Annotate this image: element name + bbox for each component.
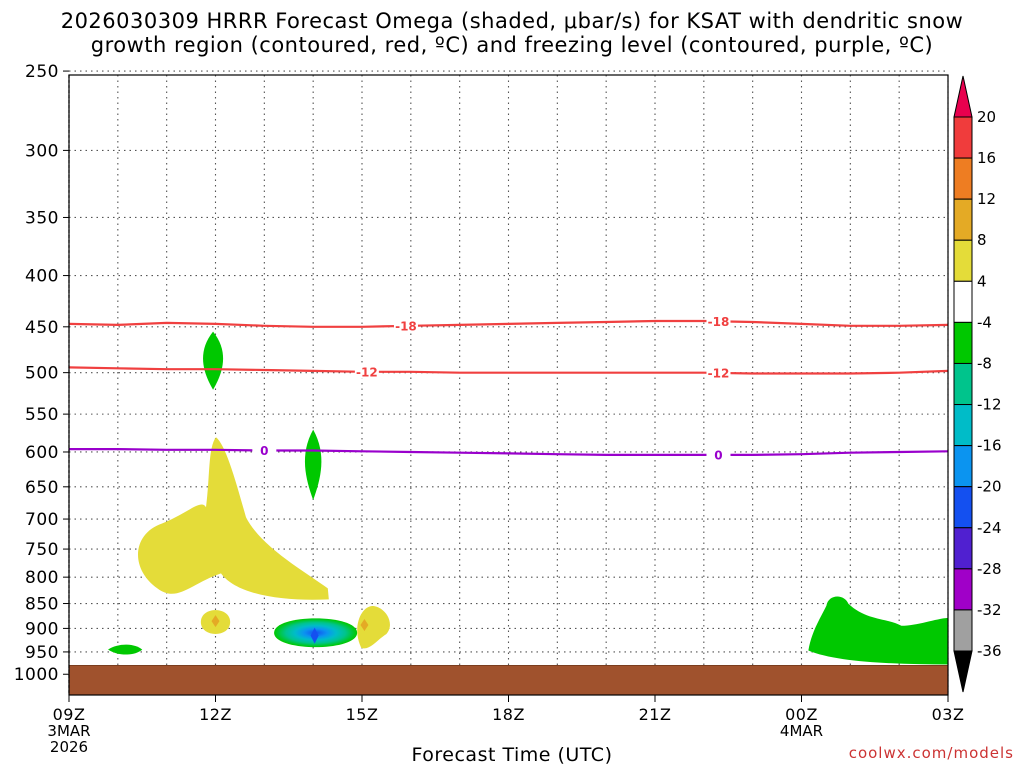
x-tick-label: 09Z [53,705,86,724]
colorbar-band [953,280,973,323]
chart-title-line-2: growth region (contoured, red, ºC) and f… [90,33,934,57]
contour-label: -18 [708,315,730,329]
y-tick-label: 300 [25,141,59,161]
contour-label-bg [706,365,731,380]
y-tick-label: 950 [25,643,59,663]
contour-label: -12 [356,365,378,379]
x-tick-date: 3MAR [47,722,90,740]
y-tick-label: 400 [25,267,59,287]
contour-lines: -18 -18 -12 -12 0 0 [69,314,948,462]
colorbar-band [953,404,973,447]
colorbar-label: 20 [977,108,996,126]
contour-line-0 [69,448,948,456]
y-tick-label: 900 [25,619,59,639]
contour-label-bg [706,314,731,329]
source-credit: coolwx.com/models [848,744,1014,762]
omega-rising-cell [357,605,390,649]
colorbar-label: -36 [977,642,1002,660]
colorbar-label: -32 [977,601,1002,619]
y-tick-label: 850 [25,595,59,615]
x-tick-label: 12Z [199,705,232,724]
contour-label: 0 [260,444,268,458]
colorbar-band [953,198,973,241]
contour-label-bg [354,364,379,379]
colorbar-label: -28 [977,560,1002,578]
terrain-fill [69,665,948,695]
plot-frame [68,74,949,696]
colorbar-label: 16 [977,149,996,167]
colorbar-band [953,321,973,364]
colorbar-label: -12 [977,396,1002,414]
chart-title-line-1: 2026030309 HRRR Forecast Omega (shaded, … [60,9,964,33]
y-tick-label: 650 [25,478,59,498]
x-tick-label: 03Z [932,705,965,724]
omega-shading [69,331,948,695]
colorbar-band [953,527,973,570]
colorbar-label: -4 [977,313,992,331]
colorbar-band [953,609,973,652]
y-tick-label: 550 [25,405,59,425]
x-tick-label: 21Z [639,705,672,724]
omega-sinking-cell [108,644,143,655]
contour-label-bg [706,447,731,462]
colorbar-label: -24 [977,519,1002,537]
omega-sinking-cell [203,331,224,390]
y-tick-label: 750 [25,540,59,560]
colorbar-label: 12 [977,190,996,208]
y-tick-label: 800 [25,568,59,588]
y-tick-label: 450 [25,318,59,338]
omega-sinking-cell [304,429,322,500]
y-tick-label: 350 [25,208,59,228]
colorbar-label: 8 [977,231,987,249]
contour-label: -12 [708,366,730,380]
omega-core-max [310,627,319,644]
omega-sinking-cell [808,596,948,665]
colorbar-band [953,157,973,200]
omega-peak-marker [211,615,220,628]
x-tick-label: 18Z [492,705,525,724]
colorbar-band [953,568,973,611]
colorbar: 20 16 12 8 4 -4 -8 -12 -16 -20 -24 -28 -32 -36 [953,75,1002,693]
omega-rising-region [138,437,329,600]
colorbar-band [953,116,973,159]
y-axis: 250 300 350 400 450 500 550 600 650 700 750 800 850 9… [14,62,70,695]
x-tick-year: 2026 [50,738,88,756]
contour-line--12 [69,366,948,375]
y-tick-label: 700 [25,510,59,530]
x-tick-label: 00Z [785,705,818,724]
x-tick-date: 4MAR [780,722,823,740]
x-tick-label: 15Z [346,705,379,724]
colorbar-label: -16 [977,437,1002,455]
colorbar-label: -20 [977,478,1002,496]
omega-peak-marker [360,619,369,632]
colorbar-band [953,445,973,488]
contour-line--18 [69,319,948,328]
grid-lines [68,70,949,695]
y-tick-label: 500 [25,364,59,384]
contour-label-bg [252,443,277,458]
colorbar-band [953,486,973,529]
y-tick-label: 600 [25,443,59,463]
colorbar-arrow-top [953,75,973,118]
colorbar-label: 4 [977,272,987,290]
colorbar-band [953,239,973,282]
contour-label-bg [393,318,418,333]
y-tick-label: 250 [25,62,59,82]
contour-label: 0 [714,448,722,462]
colorbar-band [953,362,973,406]
contour-label: -18 [395,319,417,333]
y-tick-label: 1000 [14,665,59,685]
colorbar-label: -8 [977,354,992,372]
colorbar-arrow-bottom [953,650,973,693]
x-axis-title: Forecast Time (UTC) [411,744,613,766]
